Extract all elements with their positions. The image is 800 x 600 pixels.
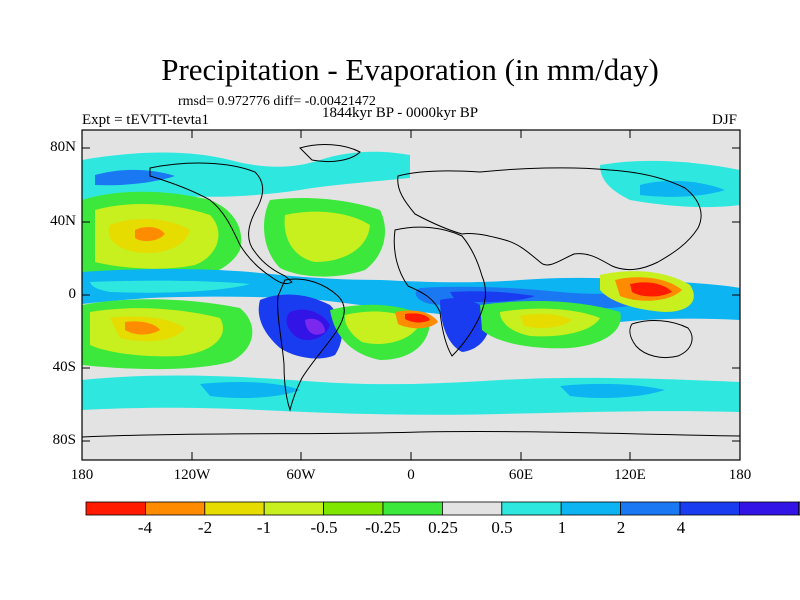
colorbar-label: 4 [676, 518, 686, 537]
lon-tick-label: 180 [70, 467, 94, 483]
coastlines [82, 144, 740, 438]
colorbar-label: 0.5 [491, 518, 513, 537]
field-region [90, 280, 250, 293]
lat-tick-label: 0 [68, 286, 77, 302]
lon-tick-label: 0 [407, 467, 415, 483]
lat-tick-label: 40N [50, 213, 76, 229]
coastline-south-america [277, 278, 345, 412]
field-region [284, 211, 370, 262]
coastline-africa [393, 226, 486, 357]
colorbar-label: -1 [256, 518, 272, 537]
axis-ticks [81, 130, 741, 460]
field-region [520, 313, 572, 328]
colorbar-label: -4 [137, 518, 153, 537]
field-region [200, 382, 300, 398]
colorbar-swatch [620, 501, 681, 516]
colorbar-swatch [382, 501, 443, 516]
colorbar-label: -0.25 [365, 518, 401, 537]
lat-tick-label: 80N [50, 139, 76, 155]
colorbar-swatch [501, 501, 562, 516]
colorbar-swatch [679, 501, 740, 516]
coastline-north-america [149, 162, 293, 285]
colorbar-label: -2 [197, 518, 213, 537]
colorbar-label: 2 [616, 518, 626, 537]
season-label: DJF [712, 112, 738, 128]
field-region [125, 321, 160, 335]
field-region [640, 180, 725, 197]
colorbar-swatch [323, 501, 384, 516]
colorbar-swatch [798, 501, 800, 516]
colorbar-swatch [441, 501, 503, 516]
field-region [440, 298, 491, 352]
lat-tick-label: 40S [52, 359, 76, 375]
period-label: 1844kyr BP - 0000kyr BP [322, 105, 479, 121]
colorbar-label: -0.5 [310, 518, 338, 537]
field-region [630, 282, 672, 297]
field-region [560, 383, 665, 398]
colorbar-swatch [85, 501, 146, 516]
map-field [82, 130, 740, 460]
lon-tick-label: 60W [286, 467, 316, 483]
field-region [82, 151, 410, 205]
field-region [405, 313, 430, 323]
plot-title: Precipitation - Evaporation (in mm/day) [161, 52, 659, 87]
colorbar-swatch [739, 501, 800, 516]
field-region [305, 318, 325, 335]
lat-tick-label: 80S [52, 432, 76, 448]
colorbar-swatch [560, 501, 622, 516]
coastline-greenland [299, 144, 361, 163]
field-region [450, 291, 535, 303]
statistics-label: rmsd= 0.972776 diff= -0.00421472 [178, 94, 376, 109]
coastline-australia [629, 320, 693, 359]
lon-tick-label: 120W [173, 467, 211, 483]
field-region [135, 226, 165, 242]
colorbar-swatch [204, 501, 265, 516]
field-region [95, 169, 175, 186]
colorbar-swatch [144, 501, 206, 516]
colorbar-label: 0.25 [428, 518, 458, 537]
colorbar-label: 1 [557, 518, 567, 537]
lon-tick-label: 120E [614, 467, 646, 483]
coastline-antarctica [82, 430, 740, 438]
lon-tick-label: 60E [508, 467, 534, 483]
colorbar-swatch [263, 501, 325, 516]
colorbar [85, 501, 800, 516]
lon-tick-label: 180 [728, 467, 752, 483]
coastline-eurasia [397, 167, 702, 270]
experiment-label: Expt = tEVTT-tevta1 [82, 112, 210, 128]
